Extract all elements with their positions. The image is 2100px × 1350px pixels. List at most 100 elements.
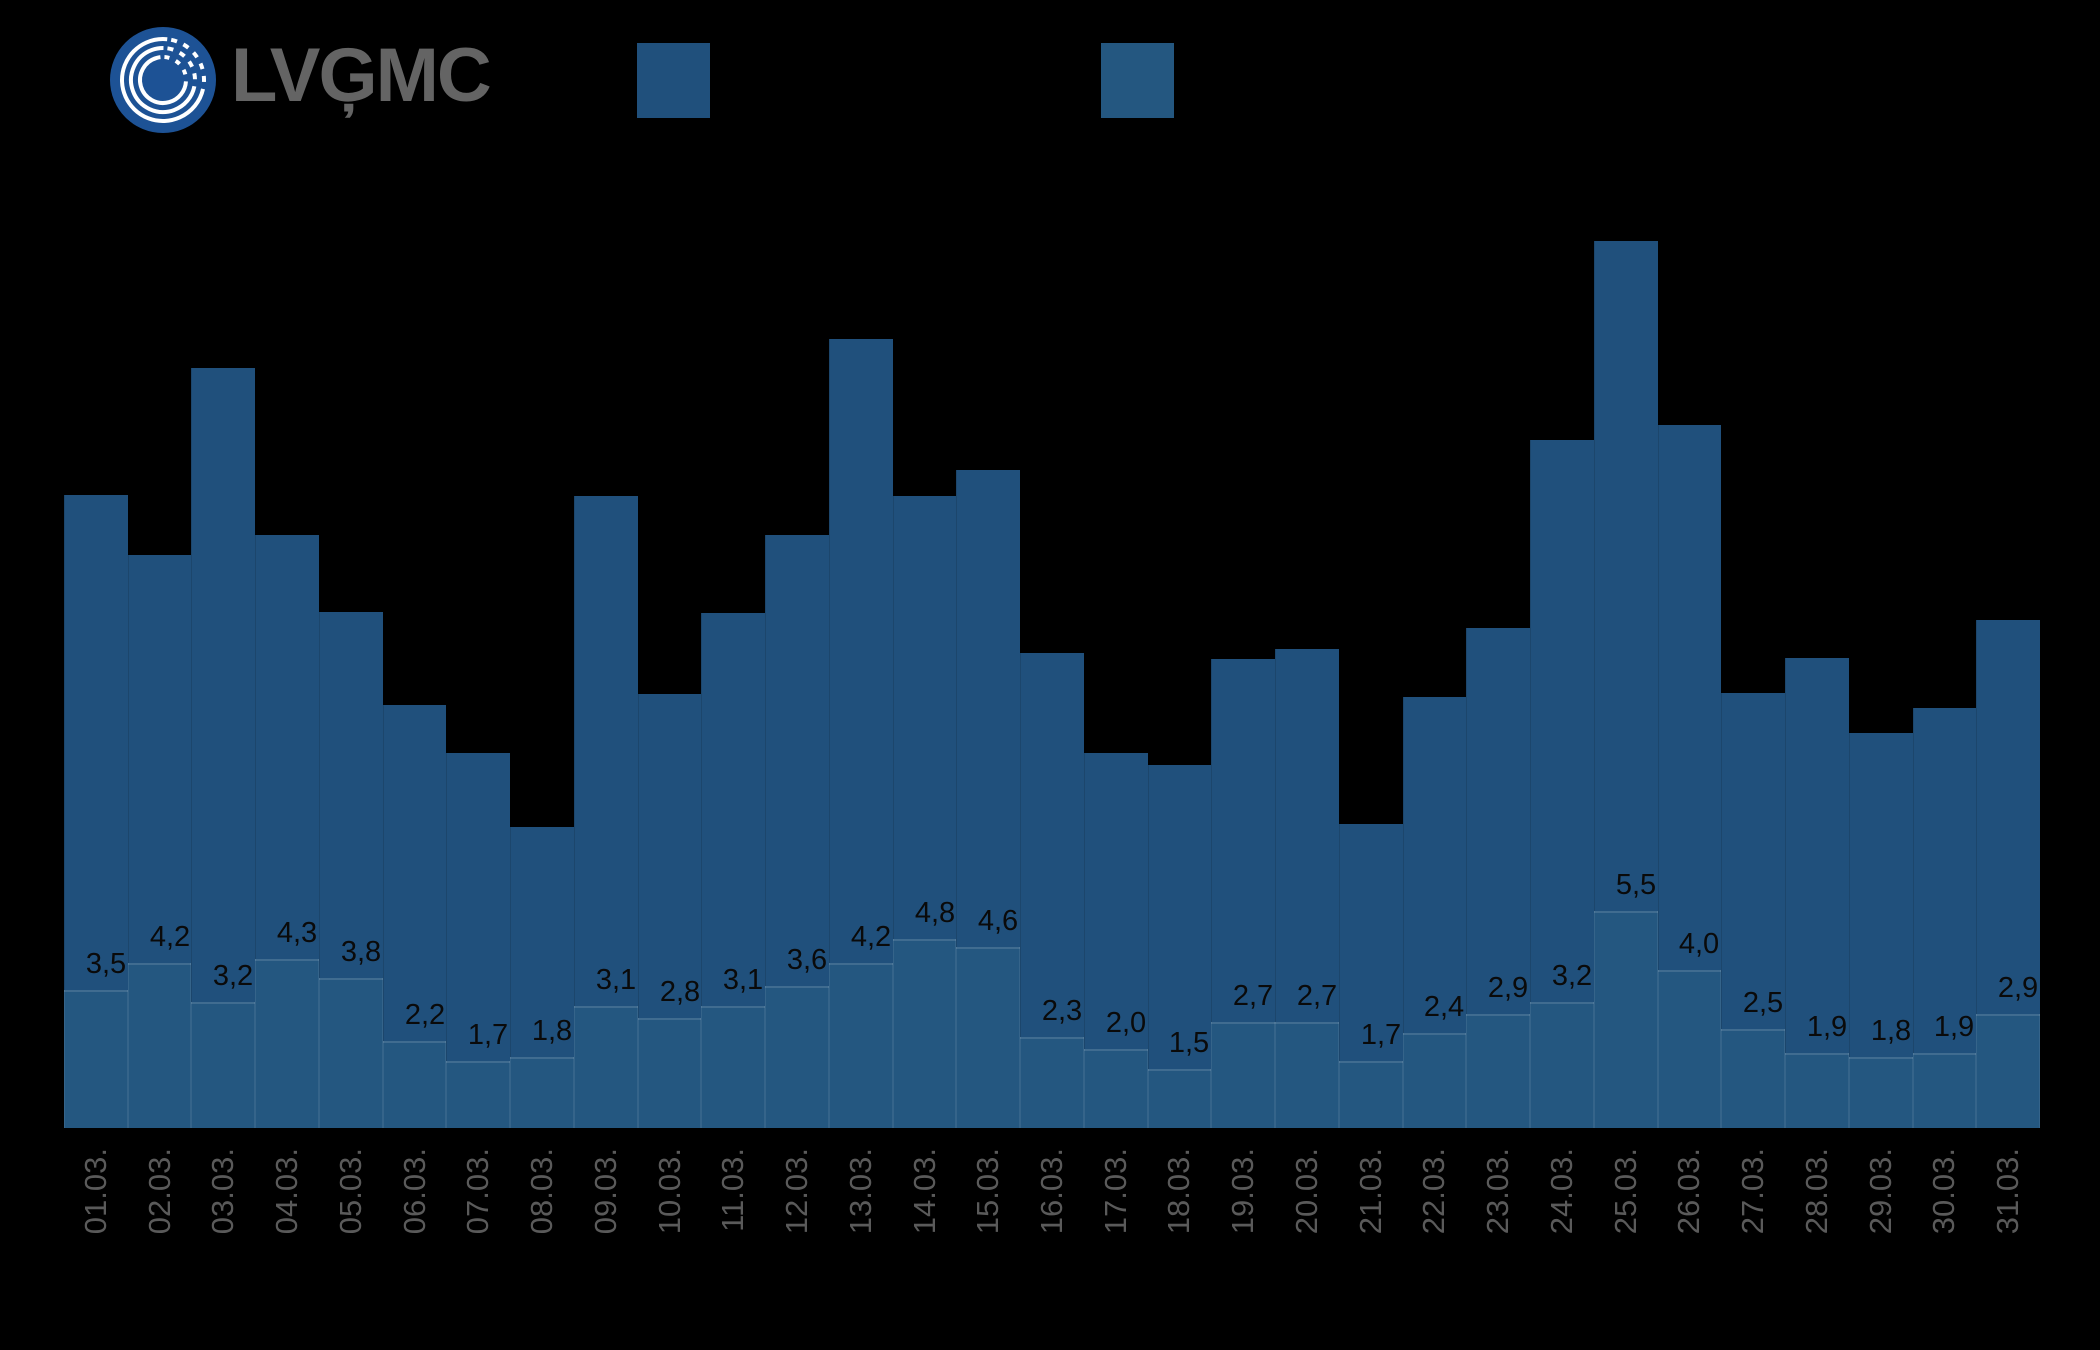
bar-18.03.: [1148, 765, 1211, 1128]
data-label-04.03.: 4,3: [276, 917, 318, 949]
x-axis-tick-29.03.: 29.03.: [1863, 1148, 1898, 1235]
x-axis-tick-20.03.: 20.03.: [1289, 1148, 1324, 1235]
data-label-24.03.: 3,2: [1551, 960, 1593, 992]
x-axis-tick-10.03.: 10.03.: [652, 1148, 687, 1235]
bar-secondary-07.03.: [446, 1061, 510, 1128]
data-label-14.03.: 4,8: [914, 897, 956, 929]
bar-secondary-29.03.: [1849, 1057, 1913, 1128]
data-label-19.03.: 2,7: [1232, 980, 1274, 1012]
bar-secondary-17.03.: [1084, 1049, 1148, 1128]
data-label-05.03.: 3,8: [340, 936, 382, 968]
bar-secondary-10.03.: [638, 1018, 701, 1128]
x-axis-tick-18.03.: 18.03.: [1161, 1148, 1196, 1235]
data-label-26.03.: 4,0: [1678, 928, 1720, 960]
data-label-21.03.: 1,7: [1360, 1019, 1402, 1051]
bar-secondary-25.03.: [1594, 911, 1658, 1128]
data-label-23.03.: 2,9: [1487, 972, 1529, 1004]
x-axis-tick-01.03.: 01.03.: [78, 1148, 113, 1235]
bar-secondary-06.03.: [383, 1041, 446, 1128]
bar-secondary-22.03.: [1403, 1033, 1466, 1128]
bar-secondary-30.03.: [1913, 1053, 1976, 1128]
bar-secondary-09.03.: [574, 1006, 638, 1128]
x-axis-tick-02.03.: 02.03.: [142, 1148, 177, 1235]
bar-secondary-14.03.: [893, 939, 956, 1128]
legend-swatch-series-1: [637, 43, 710, 118]
x-axis-tick-07.03.: 07.03.: [460, 1148, 495, 1235]
x-axis-tick-31.03.: 31.03.: [1990, 1148, 2025, 1235]
x-axis-tick-12.03.: 12.03.: [779, 1148, 814, 1235]
bar-secondary-23.03.: [1466, 1014, 1530, 1128]
data-label-02.03.: 4,2: [149, 921, 191, 953]
x-axis-tick-24.03.: 24.03.: [1544, 1148, 1579, 1235]
x-axis-tick-13.03.: 13.03.: [843, 1148, 878, 1235]
bar-secondary-13.03.: [829, 963, 893, 1128]
bar-secondary-27.03.: [1721, 1029, 1785, 1128]
x-axis-tick-11.03.: 11.03.: [715, 1148, 750, 1232]
bar-secondary-04.03.: [255, 959, 319, 1128]
x-axis-tick-17.03.: 17.03.: [1098, 1148, 1133, 1235]
bar-secondary-21.03.: [1339, 1061, 1403, 1128]
x-axis-tick-22.03.: 22.03.: [1416, 1148, 1451, 1235]
bar-secondary-15.03.: [956, 947, 1020, 1128]
data-label-17.03.: 2,0: [1105, 1007, 1147, 1039]
logo-rings: [120, 37, 206, 123]
x-axis-tick-28.03.: 28.03.: [1799, 1148, 1834, 1235]
data-label-01.03.: 3,5: [85, 948, 127, 980]
bar-secondary-24.03.: [1530, 1002, 1594, 1128]
data-label-20.03.: 2,7: [1296, 980, 1338, 1012]
x-axis-tick-06.03.: 06.03.: [397, 1148, 432, 1235]
x-axis-tick-23.03.: 23.03.: [1480, 1148, 1515, 1235]
data-label-25.03.: 5,5: [1615, 869, 1657, 901]
data-label-03.03.: 3,2: [212, 960, 254, 992]
bar-secondary-18.03.: [1148, 1069, 1211, 1128]
data-label-12.03.: 3,6: [786, 944, 828, 976]
x-axis-tick-14.03.: 14.03.: [907, 1148, 942, 1235]
data-label-18.03.: 1,5: [1168, 1027, 1210, 1059]
x-axis-tick-25.03.: 25.03.: [1608, 1148, 1643, 1235]
x-axis-tick-16.03.: 16.03.: [1034, 1148, 1069, 1235]
x-axis-tick-05.03.: 05.03.: [333, 1148, 368, 1235]
bar-03.03.: [191, 368, 255, 1128]
x-axis-tick-03.03.: 03.03.: [205, 1148, 240, 1235]
bar-secondary-08.03.: [510, 1057, 574, 1128]
lvgmc-logo: [108, 25, 218, 135]
lvgmc-logo-icon: [110, 27, 216, 133]
legend-swatch-series-2: [1101, 43, 1174, 118]
data-label-09.03.: 3,1: [595, 964, 637, 996]
bar-secondary-01.03.: [64, 990, 128, 1128]
bar-secondary-03.03.: [191, 1002, 255, 1128]
x-axis-tick-21.03.: 21.03.: [1353, 1148, 1388, 1235]
x-axis-tick-30.03.: 30.03.: [1926, 1148, 1961, 1235]
data-label-31.03.: 2,9: [1997, 972, 2039, 1004]
bar-secondary-20.03.: [1275, 1022, 1339, 1128]
bar-secondary-28.03.: [1785, 1053, 1849, 1128]
bar-secondary-11.03.: [701, 1006, 765, 1128]
x-axis-tick-27.03.: 27.03.: [1735, 1148, 1770, 1235]
x-axis-tick-26.03.: 26.03.: [1671, 1148, 1706, 1235]
logo-wordmark: LVĢMC: [231, 33, 492, 118]
x-axis-tick-09.03.: 09.03.: [588, 1148, 623, 1235]
data-label-29.03.: 1,8: [1870, 1015, 1912, 1047]
bar-secondary-31.03.: [1976, 1014, 2040, 1128]
x-axis-tick-08.03.: 08.03.: [524, 1148, 559, 1235]
bar-secondary-16.03.: [1020, 1037, 1084, 1128]
data-label-08.03.: 1,8: [531, 1015, 573, 1047]
data-label-07.03.: 1,7: [467, 1019, 509, 1051]
logo-disc: [110, 27, 216, 133]
data-label-28.03.: 1,9: [1806, 1011, 1848, 1043]
data-label-27.03.: 2,5: [1742, 987, 1784, 1019]
data-label-10.03.: 2,8: [659, 976, 701, 1008]
data-label-15.03.: 4,6: [977, 905, 1019, 937]
data-label-30.03.: 1,9: [1933, 1011, 1975, 1043]
bar-secondary-05.03.: [319, 978, 383, 1128]
bar-28.03.: [1785, 658, 1849, 1128]
data-label-11.03.: 3,1: [722, 964, 764, 996]
bar-secondary-02.03.: [128, 963, 191, 1128]
x-axis-tick-15.03.: 15.03.: [970, 1148, 1005, 1235]
x-axis-tick-19.03.: 19.03.: [1225, 1148, 1260, 1235]
data-label-22.03.: 2,4: [1423, 991, 1465, 1023]
x-axis-tick-04.03.: 04.03.: [269, 1148, 304, 1235]
bar-secondary-12.03.: [765, 986, 829, 1128]
